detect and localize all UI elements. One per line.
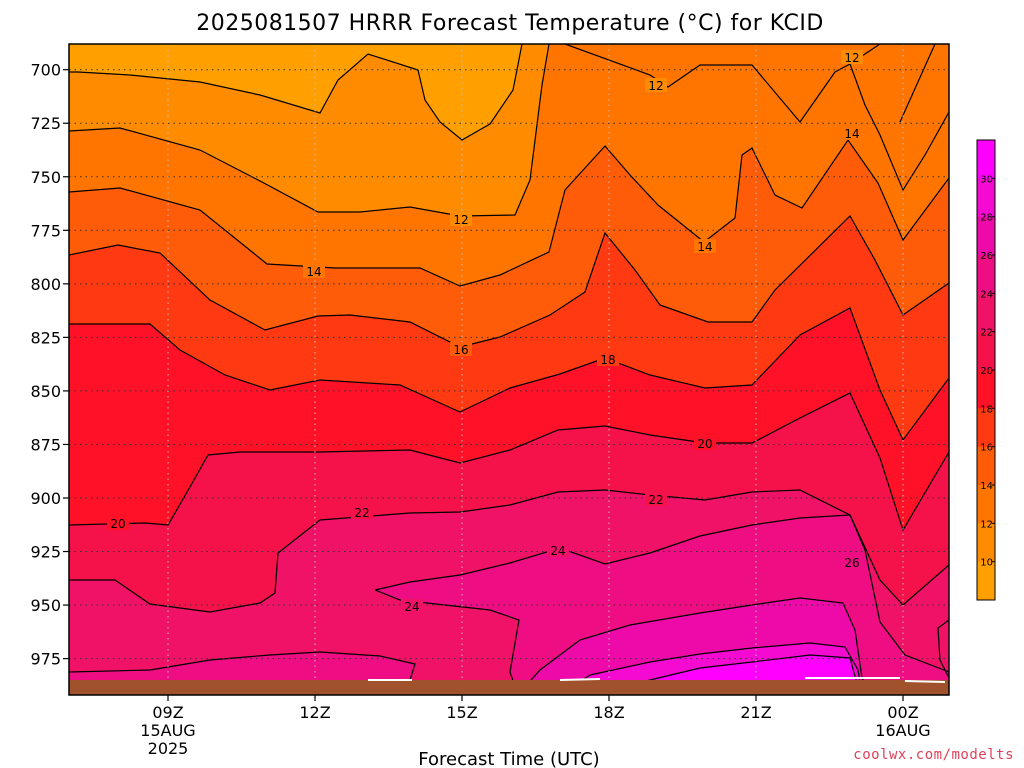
colorbar-segment	[977, 523, 995, 563]
contour-label-text: 14	[306, 265, 321, 279]
contour-label-text: 22	[648, 493, 663, 507]
y-tick-label: 875	[30, 435, 61, 454]
colorbar-segment	[977, 485, 995, 524]
contour-label-14: 14	[694, 239, 716, 254]
contour-label-text: 24	[550, 544, 565, 558]
colorbar-segment	[977, 331, 995, 371]
contour-label-24: 24	[547, 543, 569, 558]
x-tick-label: 09Z	[152, 703, 183, 722]
contour-line-18	[69, 215, 949, 348]
colorbar-tick-label: 18	[980, 404, 993, 415]
contour-field: 12 12 12 14 14 14	[69, 44, 949, 695]
contour-line-20	[69, 307, 949, 442]
colorbar-tick-label: 20	[980, 366, 993, 377]
x-tick-label: 00Z	[887, 703, 918, 722]
contour-label-text: 12	[648, 79, 663, 93]
colorbar-segment	[977, 446, 995, 486]
contour-label-16: 16	[450, 342, 472, 357]
y-tick-label: 850	[30, 382, 61, 401]
contour-label-text: 14	[697, 240, 712, 254]
y-tick-label: 700	[30, 61, 61, 80]
contour-line-30	[559, 642, 863, 695]
y-tick-label: 950	[30, 596, 61, 615]
contour-line-26b	[374, 514, 949, 695]
colorbar-segment	[977, 408, 995, 448]
x-tick-label: 12Z	[299, 703, 330, 722]
y-tick-label: 925	[30, 543, 61, 562]
contour-label-18: 18	[597, 352, 619, 367]
contour-label-22: 22	[351, 505, 373, 520]
x-tick-sublabel: 15AUG	[140, 721, 195, 740]
colorbar-tick-label: 30	[980, 174, 993, 185]
credit-text: coolwx.com/modelts	[853, 747, 1014, 763]
colorbar-segment	[977, 255, 995, 294]
contour-label-12: 12	[841, 50, 863, 65]
contour-label-14: 14	[303, 264, 325, 279]
contour-label-text: 24	[404, 600, 419, 614]
terrain-highlights	[368, 677, 946, 683]
contour-label-14: 14	[841, 126, 863, 141]
colorbar-tick-label: 12	[980, 519, 993, 530]
y-tick-label: 750	[30, 168, 61, 187]
contour-line-22	[69, 392, 949, 532]
contour-label-text: 14	[844, 127, 859, 141]
y-tick-label: 725	[30, 114, 61, 133]
contour-label-text: 18	[600, 353, 615, 367]
contour-label-26: 26	[841, 555, 863, 570]
y-tick-label: 775	[30, 221, 61, 240]
contour-label-text: 12	[844, 51, 859, 65]
x-axis-title: Forecast Time (UTC)	[418, 749, 599, 768]
colorbar: 10 12 14 16 18 20 22 24 26 28 30	[976, 139, 996, 601]
x-tick-sublabel: 16AUG	[875, 721, 930, 740]
contour-label-12: 12	[645, 78, 667, 93]
x-tick-label: 15Z	[446, 703, 477, 722]
colorbar-tick-label: 24	[980, 289, 993, 300]
colorbar-tick-label: 16	[980, 443, 993, 454]
colorbar-tick-label: 26	[980, 251, 993, 262]
colorbar-segment	[977, 561, 995, 601]
contour-line-edge	[937, 619, 949, 679]
colorbar-tick-label: 10	[980, 558, 993, 569]
contour-line-26a	[69, 651, 416, 681]
contour-label-22: 22	[645, 492, 667, 507]
contour-label-text: 20	[110, 517, 125, 531]
colorbar-segment	[977, 140, 995, 179]
contour-label-20: 20	[694, 436, 716, 451]
colorbar-segment	[977, 178, 995, 218]
contour-label-20: 20	[107, 516, 129, 531]
x-tick-label: 18Z	[593, 703, 624, 722]
contour-line-24	[69, 489, 949, 613]
contour-label-text: 16	[453, 343, 468, 357]
chart-title: 2025081507 HRRR Forecast Temperature (°C…	[196, 11, 824, 36]
x-tick-label: 21Z	[740, 703, 771, 722]
y-tick-label: 900	[30, 489, 61, 508]
contour-label-text: 26	[844, 556, 859, 570]
y-tick-label: 975	[30, 650, 61, 669]
plot-frame	[68, 43, 950, 696]
contour-label-24: 24	[401, 599, 423, 614]
contour-label-text: 12	[453, 213, 468, 227]
contour-label-text: 22	[354, 506, 369, 520]
y-tick-label: 800	[30, 275, 61, 294]
colorbar-tick-label: 22	[980, 328, 993, 339]
contour-line-14	[69, 44, 949, 217]
colorbar-segment	[977, 216, 995, 256]
colorbar-tick-label: 28	[980, 213, 993, 224]
colorbar-segment	[977, 293, 995, 333]
terrain-ground	[69, 680, 949, 695]
contour-labels: 12 12 12 14 14 14	[107, 50, 863, 614]
colorbar-tick-label: 14	[980, 481, 993, 492]
grid-lines	[69, 44, 949, 695]
contour-label-12: 12	[450, 212, 472, 227]
y-axis: 700 725 750 775 800 825 850 875 900 925 950 975	[30, 61, 69, 669]
contour-label-text: 20	[697, 437, 712, 451]
colorbar-segment	[977, 370, 995, 409]
x-tick-sublabel: 2025	[148, 739, 189, 758]
y-tick-label: 825	[30, 328, 61, 347]
